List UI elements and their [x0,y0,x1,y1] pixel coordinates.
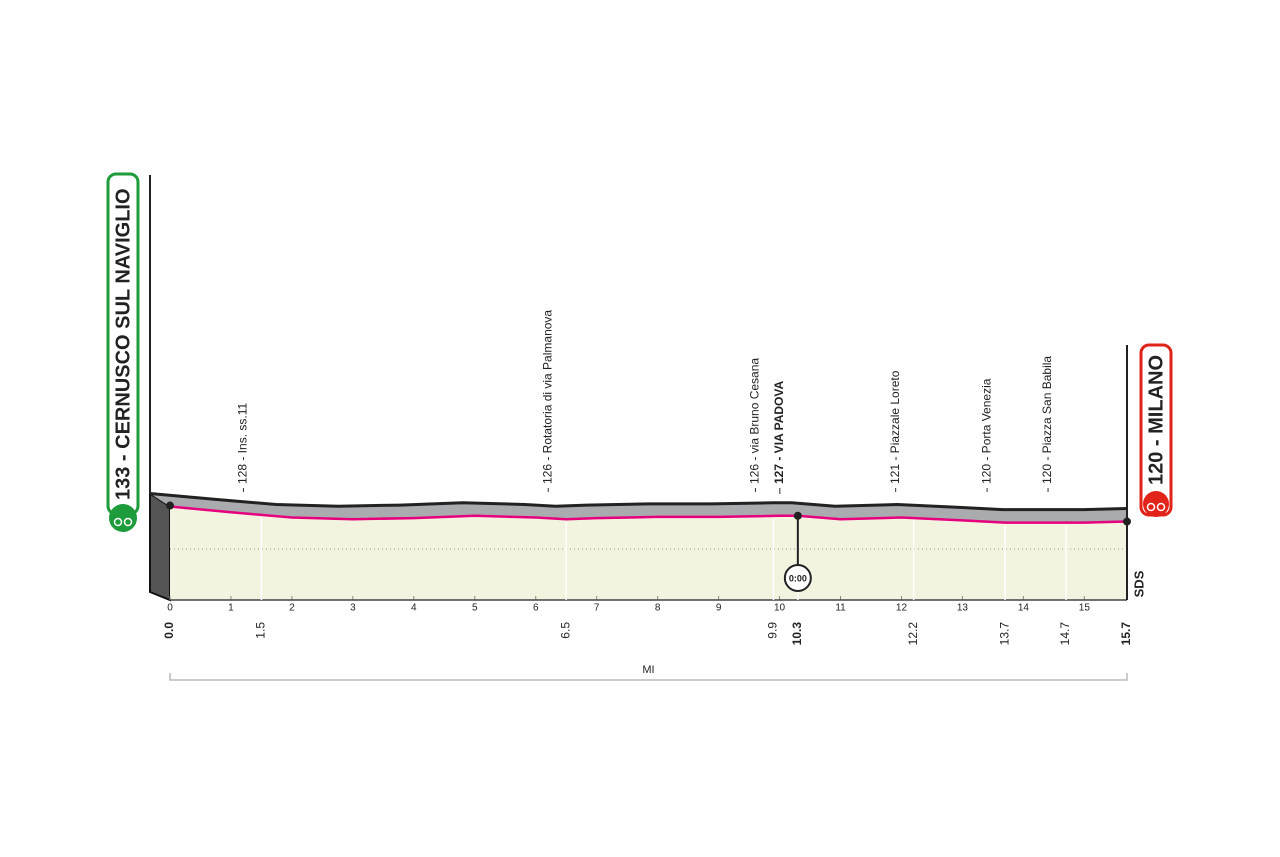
distance-marker: 9.9 [766,622,780,639]
distance-label: 13.7 [997,622,1011,646]
waypoint: 127 - VIA PADOVA [772,381,786,484]
x-tick-label: 5 [472,603,478,614]
finish-icon [1143,491,1169,517]
start-label: 133 - CERNUSCO SUL NAVIGLIO [112,188,134,500]
profile-top [149,492,1128,512]
waypoint-label: 120 - Piazza San Babila [1040,356,1054,484]
x-tick-label: 15 [1079,603,1091,614]
distance-marker: 6.5 [558,622,572,639]
waypoint-label: 121 - Piazzale Loreto [888,370,902,484]
time-check [783,564,812,592]
distance-marker: 1.5 [254,622,268,639]
waypoint-label: 126 - via Bruno Cesana [748,358,762,484]
distance-bracket [169,673,1128,681]
x-tick-label: 1 [228,603,234,614]
logo: SDS [1131,570,1146,597]
profile-band [150,493,1127,523]
finish-icon-wheel [1156,502,1166,512]
waypoint-label: 120 - Porta Venezia [979,378,993,484]
distance-label: 1.5 [254,622,268,639]
x-tick-label: 9 [716,603,722,614]
waypoint: 126 - via Bruno Cesana [748,358,762,484]
waypoint: 128 - Ins. ss.11 [236,403,250,484]
distance-marker: 15.7 [1119,622,1133,646]
x-tick-label: 2 [289,603,295,614]
time-check-label: 0:00 [789,573,807,583]
waypoint-label: 128 - Ins. ss.11 [236,403,250,484]
x-tick-label: 14 [1018,603,1030,614]
x-tick-label: 3 [350,603,356,614]
x-tick-label: 12 [896,603,908,614]
distance-label: 9.9 [766,622,780,639]
x-tick-label: 13 [957,603,969,614]
waypoint: 120 - Porta Venezia [979,378,993,484]
profile-side [149,491,171,602]
x-tick-label: 11 [835,603,846,614]
waypoint-label: 126 - Rotatoria di via Palmanova [540,310,554,484]
distance-label: 14.7 [1058,622,1072,646]
distance-marker: 13.7 [997,622,1011,646]
distance-marker: 12.2 [906,622,920,646]
finish: 120 - MILANO [1145,355,1167,485]
logo-text: SDS [1131,570,1146,597]
distance-label: 12.2 [906,622,920,646]
waypoint-label: 127 - VIA PADOVA [772,381,786,484]
x-tick-label: 4 [411,603,417,614]
x-tick-label: 7 [594,603,600,614]
distance-label: 0.0 [162,622,176,639]
waypoint: 120 - Piazza San Babila [1040,356,1054,484]
start: 133 - CERNUSCO SUL NAVIGLIO [112,188,134,500]
x-tick-label: 10 [774,603,786,614]
distance-marker: 14.7 [1058,622,1072,646]
finish-icon-wheel [1146,502,1156,512]
start-icon [109,504,137,532]
time-check-dot [793,511,802,520]
x-tick-label: 8 [655,603,661,614]
x-tick-label: 0 [167,603,173,614]
distance-label: 10.3 [790,622,804,646]
finish-label: 120 - MILANO [1145,355,1167,485]
profile-line [169,505,1128,524]
waypoint: 121 - Piazzale Loreto [888,370,902,484]
start-icon-wheel [123,517,133,527]
axis-label: MI [642,664,654,676]
distance-marker: 10.3 [790,622,804,646]
distance-label: 6.5 [558,622,572,639]
start-dot [166,501,174,510]
waypoint: 126 - Rotatoria di via Palmanova [540,310,554,484]
x-tick-label: 6 [533,603,539,614]
start-icon-wheel [113,517,123,527]
distance-marker: 0.0 [162,622,176,639]
profile-fill [170,506,1127,600]
distance-label: 15.7 [1119,622,1133,646]
